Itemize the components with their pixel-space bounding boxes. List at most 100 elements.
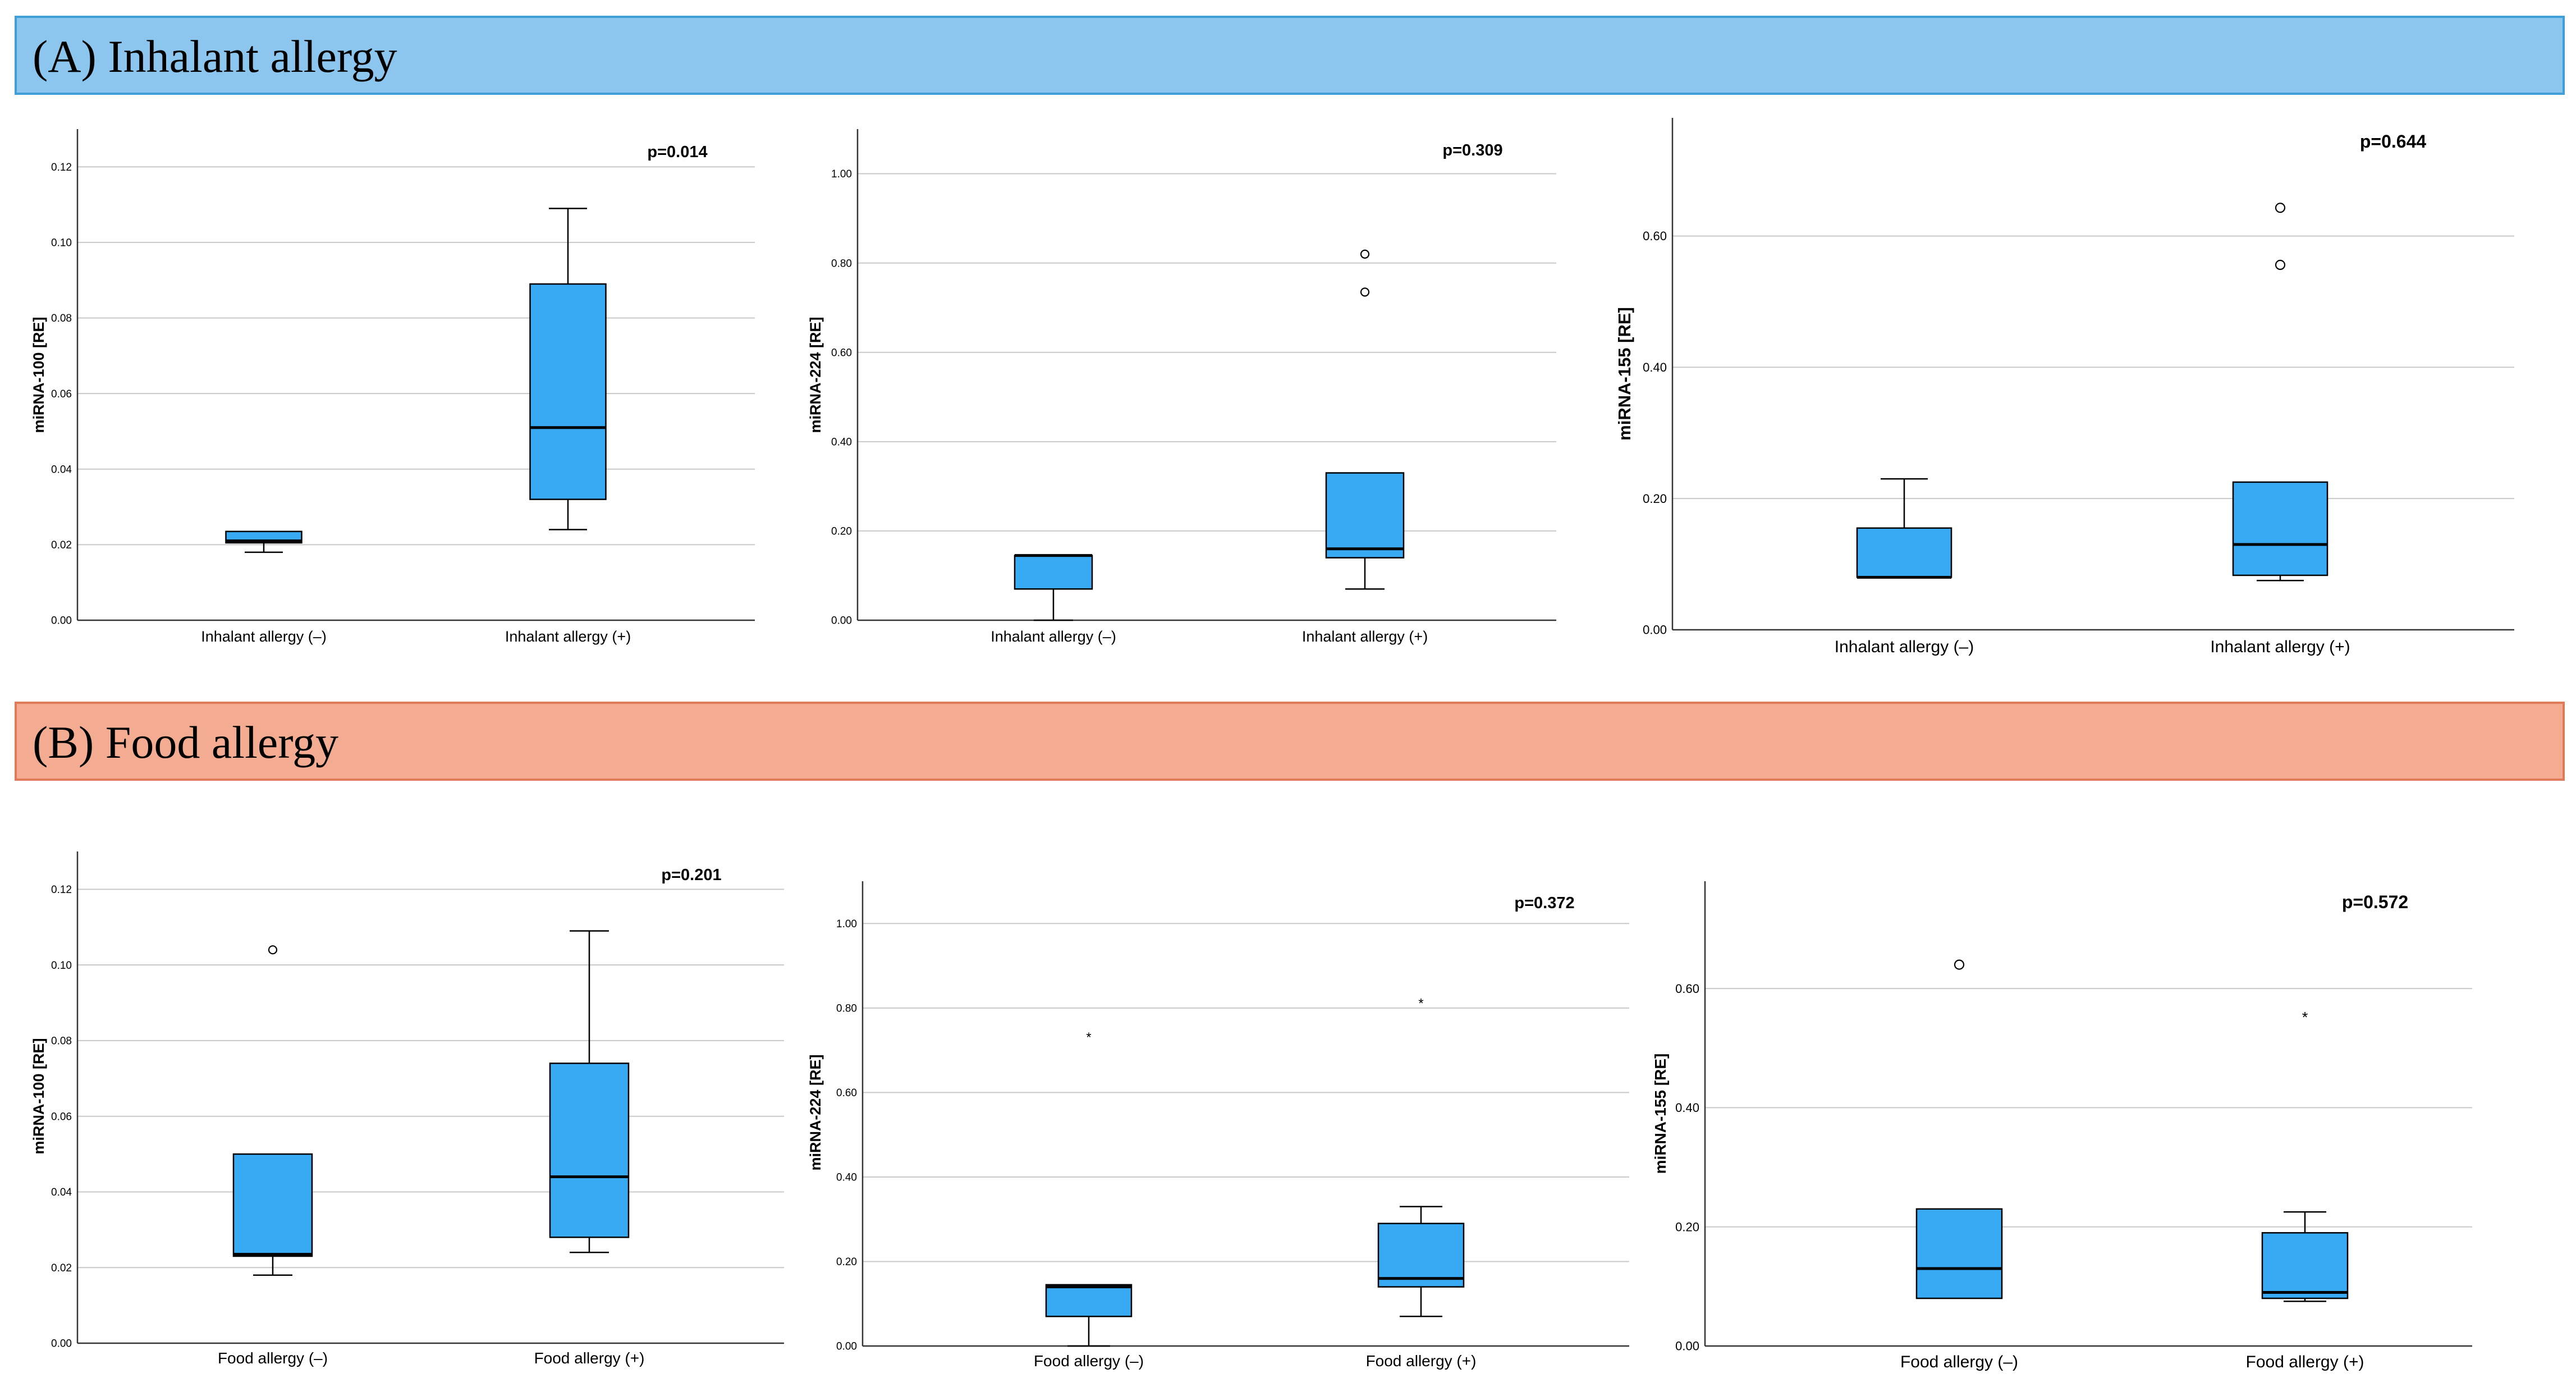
y-tick-label: 0.20 bbox=[1643, 492, 1667, 506]
y-tick-label: 0.60 bbox=[836, 1087, 857, 1099]
box-group bbox=[2232, 203, 2329, 582]
y-tick-label: 0.12 bbox=[51, 884, 72, 896]
box-group bbox=[529, 208, 607, 530]
y-axis-label: miRNA-155 [RE] bbox=[1652, 1054, 1669, 1174]
outlier-extreme-marker: * bbox=[1086, 1030, 1091, 1045]
x-category-label: Inhalant allergy (–) bbox=[201, 628, 327, 645]
y-tick-label: 0.00 bbox=[836, 1341, 857, 1353]
box-group: * bbox=[2261, 1009, 2349, 1302]
panel-a-banner: (A) Inhalant allergy bbox=[15, 16, 2565, 95]
y-tick-label: 0.00 bbox=[1643, 623, 1667, 637]
y-tick-label: 0.00 bbox=[51, 1338, 72, 1350]
outlier-marker bbox=[2275, 259, 2286, 271]
outlier-marker bbox=[268, 945, 278, 955]
box-group: * bbox=[1045, 1030, 1133, 1347]
p-value-label: p=0.201 bbox=[661, 866, 721, 884]
y-tick-label: 0.40 bbox=[831, 436, 852, 448]
box-group: * bbox=[1377, 996, 1465, 1317]
box-group bbox=[1856, 478, 1952, 579]
y-tick-label: 0.60 bbox=[1675, 982, 1699, 996]
x-category-label: Food allergy (–) bbox=[1900, 1353, 2018, 1371]
box bbox=[2232, 481, 2329, 576]
y-axis-label: miRNA-155 [RE] bbox=[1615, 307, 1634, 441]
box bbox=[1377, 1223, 1465, 1288]
y-tick-label: 0.08 bbox=[51, 313, 72, 324]
box bbox=[529, 283, 607, 500]
y-tick-label: 0.00 bbox=[51, 615, 72, 627]
y-tick-label: 1.00 bbox=[836, 918, 857, 930]
y-tick-label: 0.40 bbox=[836, 1172, 857, 1184]
box-group bbox=[225, 530, 302, 553]
y-tick-label: 1.00 bbox=[831, 168, 852, 180]
p-value-label: p=0.572 bbox=[2342, 892, 2408, 912]
panel-b-banner-bar bbox=[15, 702, 2565, 781]
x-category-label: Food allergy (–) bbox=[1034, 1352, 1144, 1370]
y-tick-label: 0.06 bbox=[51, 1111, 72, 1123]
y-tick-label: 0.20 bbox=[831, 526, 852, 538]
x-category-label: Inhalant allergy (+) bbox=[2210, 638, 2350, 656]
y-axis-label: miRNA-224 [RE] bbox=[807, 317, 824, 433]
box bbox=[2261, 1232, 2349, 1299]
boxplot-chart: 0.00 0.02 0.04 0.06 0.08 0.10 0.12 miRNA-100 [R… bbox=[30, 129, 755, 645]
y-tick-label: 0.60 bbox=[1643, 229, 1667, 243]
box bbox=[1915, 1208, 2003, 1299]
y-tick-label: 0.00 bbox=[1675, 1339, 1699, 1353]
outlier-extreme-marker: * bbox=[2302, 1009, 2308, 1026]
box bbox=[1325, 472, 1405, 558]
box-group bbox=[1325, 249, 1405, 590]
boxplot-chart: 0.00 0.20 0.40 0.60 miRNA-155 [RE] p=0.572 Foo… bbox=[1652, 881, 2472, 1371]
x-category-label: Inhalant allergy (+) bbox=[505, 628, 631, 645]
panel-a-title: (A) Inhalant allergy bbox=[33, 31, 397, 82]
charts-container: 0.00 0.02 0.04 0.06 0.08 0.10 0.12 miRNA-100 [R… bbox=[30, 118, 2514, 1371]
y-tick-label: 0.40 bbox=[1643, 360, 1667, 374]
panel-a-banner-bar bbox=[15, 16, 2565, 95]
y-tick-label: 0.10 bbox=[51, 960, 72, 972]
x-category-label: Food allergy (+) bbox=[1366, 1352, 1477, 1370]
boxplot-chart: 0.00 0.20 0.40 0.60 0.80 1.00 miRNA-224 [RE] p=… bbox=[807, 881, 1629, 1370]
y-axis-label: miRNA-224 [RE] bbox=[807, 1054, 824, 1170]
y-tick-label: 0.00 bbox=[831, 615, 852, 627]
box-group bbox=[232, 945, 313, 1276]
y-tick-label: 0.08 bbox=[51, 1036, 72, 1047]
outlier-marker bbox=[2275, 203, 2286, 213]
x-category-label: Inhalant allergy (–) bbox=[1835, 638, 1974, 656]
box-group bbox=[1014, 554, 1093, 621]
x-category-label: Food allergy (+) bbox=[2246, 1353, 2364, 1371]
box bbox=[1014, 555, 1093, 590]
p-value-label: p=0.372 bbox=[1514, 894, 1574, 912]
outlier-marker bbox=[1360, 249, 1370, 259]
y-tick-label: 0.02 bbox=[51, 1262, 72, 1274]
y-tick-label: 0.06 bbox=[51, 388, 72, 400]
y-tick-label: 0.10 bbox=[51, 237, 72, 249]
panel-b-banner: (B) Food allergy bbox=[15, 702, 2565, 781]
boxplot-chart: 0.00 0.20 0.40 0.60 miRNA-155 [RE] p=0.644 Inh… bbox=[1615, 118, 2514, 656]
outlier-marker bbox=[1954, 959, 1965, 970]
box bbox=[1856, 527, 1952, 578]
y-tick-label: 0.80 bbox=[831, 258, 852, 269]
y-axis-label: miRNA-100 [RE] bbox=[30, 317, 47, 433]
x-category-label: Food allergy (+) bbox=[534, 1349, 645, 1367]
box bbox=[549, 1063, 630, 1238]
box bbox=[1045, 1284, 1133, 1317]
y-axis-label: miRNA-100 [RE] bbox=[30, 1038, 47, 1154]
boxplot-chart: 0.00 0.20 0.40 0.60 0.80 1.00 miRNA-224 [RE] p=… bbox=[807, 129, 1556, 645]
x-category-label: Inhalant allergy (+) bbox=[1302, 628, 1428, 645]
y-tick-label: 0.60 bbox=[831, 347, 852, 359]
outlier-extreme-marker: * bbox=[1418, 996, 1423, 1011]
x-category-label: Inhalant allergy (–) bbox=[991, 628, 1116, 645]
y-tick-label: 0.80 bbox=[836, 1002, 857, 1014]
y-tick-label: 0.02 bbox=[51, 539, 72, 551]
y-tick-label: 0.12 bbox=[51, 162, 72, 173]
y-tick-label: 0.04 bbox=[51, 1187, 72, 1198]
y-tick-label: 0.04 bbox=[51, 464, 72, 475]
box bbox=[232, 1153, 313, 1257]
outlier-marker bbox=[1360, 287, 1370, 297]
p-value-label: p=0.309 bbox=[1442, 141, 1502, 159]
p-value-label: p=0.644 bbox=[2360, 131, 2427, 152]
y-tick-label: 0.40 bbox=[1675, 1101, 1699, 1115]
x-category-label: Food allergy (–) bbox=[218, 1349, 328, 1367]
box-group bbox=[549, 930, 630, 1253]
y-tick-label: 0.20 bbox=[836, 1256, 857, 1268]
box-group bbox=[1915, 959, 2003, 1299]
